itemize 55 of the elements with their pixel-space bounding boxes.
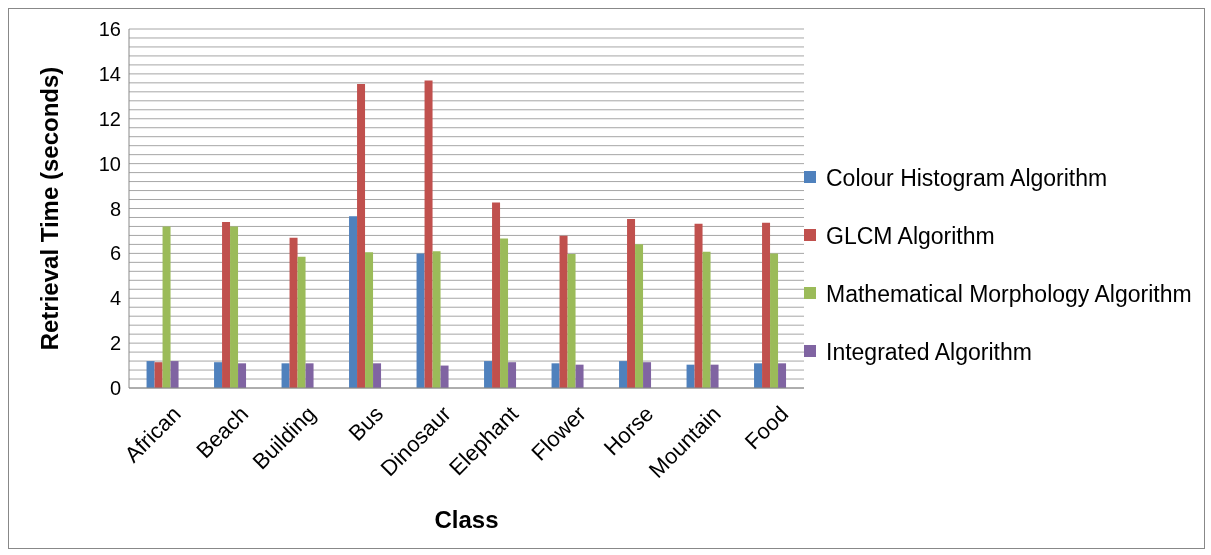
bar: [627, 219, 636, 388]
bar: [559, 235, 568, 388]
bar: [500, 238, 509, 388]
bar: [373, 363, 382, 388]
bar: [365, 252, 374, 388]
bar: [770, 253, 779, 388]
y-tick-label: 12: [98, 107, 121, 130]
bar: [154, 362, 163, 388]
x-axis-title: Class: [434, 506, 499, 533]
legend-label: GLCM Algorithm: [826, 221, 995, 251]
bar: [305, 363, 314, 388]
bar: [754, 363, 763, 388]
bar: [762, 222, 771, 388]
bar: [432, 251, 441, 388]
bar: [484, 361, 493, 388]
bar: [702, 251, 711, 388]
bar: [146, 361, 155, 388]
y-tick-label: 0: [109, 377, 121, 400]
bar: [710, 364, 719, 388]
y-tick-label: 10: [98, 152, 121, 175]
legend-label: Colour Histogram Algorithm: [826, 163, 1108, 193]
y-tick-label: 16: [98, 18, 121, 41]
bar: [643, 362, 652, 388]
bar: [416, 253, 425, 388]
bar: [694, 223, 703, 388]
bar: [281, 363, 290, 388]
y-tick-label: 2: [109, 332, 121, 355]
bar: [238, 363, 247, 388]
bar: [508, 362, 517, 388]
bar: [357, 83, 366, 388]
legend-label: Mathematical Morphology Algorithm: [826, 279, 1192, 309]
bar: [170, 361, 179, 388]
bar: [575, 364, 584, 388]
bar: [289, 237, 298, 388]
bar: [424, 80, 433, 388]
bar: [297, 256, 306, 388]
bar: [551, 363, 560, 388]
bar: [222, 221, 231, 388]
y-tick-label: 14: [98, 62, 121, 85]
bar: [162, 226, 171, 388]
bar: [635, 244, 644, 388]
bar: [492, 202, 501, 388]
y-axis-title: Retrieval Time (seconds): [35, 66, 63, 351]
legend-label: Integrated Algorithm: [826, 337, 1032, 367]
bar: [567, 254, 576, 388]
bar: [619, 361, 628, 388]
y-tick-label: 6: [109, 242, 121, 265]
bar: [778, 363, 787, 388]
y-tick-label: 4: [109, 287, 121, 310]
bar: [349, 216, 358, 388]
bar: [686, 364, 695, 388]
bar: [440, 365, 449, 388]
bar: [214, 362, 223, 388]
y-tick-label: 8: [109, 197, 121, 220]
bar: [230, 226, 239, 388]
